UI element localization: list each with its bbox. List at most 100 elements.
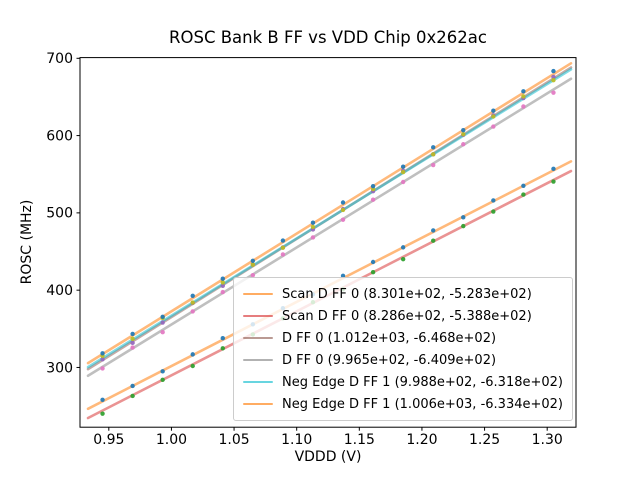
- data-point-series-0: [160, 369, 165, 374]
- legend-line-swatch: [243, 380, 273, 384]
- fit-line-5: [86, 62, 573, 365]
- data-point-series-5: [130, 331, 135, 337]
- data-point-series-5: [431, 145, 436, 150]
- data-point-series-3: [250, 272, 256, 278]
- data-point-series-4: [190, 300, 195, 305]
- data-point-series-3: [370, 197, 376, 202]
- data-point-series-5: [370, 183, 376, 189]
- fit-line-3: [86, 77, 573, 378]
- data-point-series-0: [370, 259, 376, 265]
- data-point-series-4: [491, 114, 496, 119]
- data-point-series-3: [400, 179, 406, 185]
- data-point-series-4: [400, 169, 406, 175]
- y-tick-label: 500: [46, 206, 73, 222]
- scatter-points: [100, 68, 556, 416]
- data-point-series-4: [220, 280, 225, 285]
- data-point-series-1: [220, 346, 225, 351]
- data-point-series-2: [551, 74, 556, 80]
- data-point-series-0: [340, 273, 346, 279]
- data-point-series-3: [160, 329, 165, 335]
- data-point-series-1: [400, 256, 406, 262]
- legend-entry: D FF 0 (1.012e+03, -6.468e+02): [243, 327, 563, 349]
- data-point-series-5: [461, 127, 466, 133]
- x-tick-label: 1.00: [156, 432, 187, 448]
- data-point-series-4: [551, 78, 556, 83]
- data-point-series-0: [431, 228, 436, 233]
- data-point-series-5: [340, 200, 346, 205]
- legend-label: D FF 0 (1.012e+03, -6.468e+02): [282, 330, 497, 346]
- data-point-series-0: [461, 215, 466, 220]
- y-tick-label: 300: [46, 360, 73, 376]
- data-point-series-0: [100, 397, 105, 403]
- data-point-series-5: [521, 89, 526, 94]
- legend-line-swatch: [243, 402, 273, 406]
- data-point-series-4: [280, 245, 286, 250]
- data-point-series-1: [160, 377, 165, 383]
- data-point-series-4: [521, 94, 526, 99]
- data-point-series-1: [551, 179, 556, 184]
- legend-line-swatch: [243, 314, 273, 318]
- data-point-series-1: [491, 209, 496, 214]
- data-point-series-0: [130, 383, 135, 389]
- x-tick-label: 1.10: [281, 432, 312, 448]
- data-point-series-4: [340, 207, 346, 213]
- data-point-series-3: [461, 142, 466, 147]
- y-axis-label: ROSC (MHz): [19, 199, 35, 285]
- data-point-series-1: [521, 192, 526, 197]
- y-axis-ticks: 300 400 500 600 700: [46, 51, 80, 376]
- data-point-series-5: [310, 220, 316, 225]
- fit-line-4: [86, 68, 573, 369]
- data-point-series-1: [100, 411, 105, 416]
- plot-border: [79, 57, 577, 428]
- data-point-series-0: [551, 166, 556, 172]
- legend-entry: Scan D FF 0 (8.301e+02, -5.283e+02): [243, 283, 563, 305]
- data-point-series-5: [190, 293, 195, 299]
- legend-label: Scan D FF 0 (8.301e+02, -5.283e+02): [282, 286, 532, 302]
- data-point-series-0: [491, 198, 496, 203]
- data-point-series-1: [190, 363, 195, 369]
- data-point-series-1: [461, 223, 466, 229]
- x-tick-label: 1.05: [218, 432, 249, 448]
- data-point-series-5: [160, 314, 165, 319]
- y-tick-label: 400: [46, 283, 73, 299]
- data-point-series-2: [220, 283, 225, 288]
- data-point-series-3: [491, 124, 496, 129]
- data-point-series-5: [280, 238, 286, 243]
- data-point-series-3: [190, 309, 195, 314]
- legend-label: Neg Edge D FF 1 (9.988e+02, -6.318e+02): [282, 374, 563, 390]
- data-point-series-4: [250, 262, 256, 267]
- chart-title: ROSC Bank B FF vs VDD Chip 0x262ac: [169, 28, 487, 47]
- data-point-series-0: [400, 245, 406, 250]
- data-point-series-4: [461, 132, 466, 137]
- data-point-series-3: [220, 289, 225, 295]
- data-point-series-4: [130, 336, 135, 342]
- data-point-series-0: [521, 183, 526, 188]
- x-tick-label: 1.20: [406, 432, 437, 448]
- data-point-series-3: [280, 252, 286, 257]
- data-point-series-4: [310, 224, 316, 230]
- y-tick-label: 600: [46, 128, 73, 144]
- x-axis-label: VDDD (V): [294, 449, 362, 465]
- data-point-series-5: [100, 351, 105, 356]
- legend-label: D FF 0 (9.965e+02, -6.409e+02): [282, 352, 497, 368]
- data-point-series-1: [431, 238, 436, 243]
- data-point-series-0: [190, 352, 195, 357]
- x-tick-label: 1.15: [344, 432, 375, 448]
- legend-entry: D FF 0 (9.965e+02, -6.409e+02): [243, 349, 563, 371]
- legend-entry: Scan D FF 0 (8.286e+02, -5.388e+02): [243, 305, 563, 327]
- y-tick-label: 700: [46, 51, 73, 67]
- data-point-series-2: [160, 320, 165, 325]
- x-tick-label: 0.95: [93, 432, 124, 448]
- data-point-series-5: [400, 164, 406, 169]
- data-point-series-3: [310, 235, 316, 240]
- legend-line-swatch: [243, 292, 273, 296]
- data-point-series-5: [250, 258, 256, 264]
- fit-lines: [86, 62, 573, 420]
- x-axis-ticks: 0.95 1.00 1.05 1.10 1.15 1.20 1.25 1.30: [93, 427, 563, 448]
- data-point-series-5: [551, 68, 556, 74]
- data-point-series-0: [220, 336, 225, 341]
- data-point-series-1: [130, 393, 135, 399]
- data-point-series-3: [340, 217, 346, 222]
